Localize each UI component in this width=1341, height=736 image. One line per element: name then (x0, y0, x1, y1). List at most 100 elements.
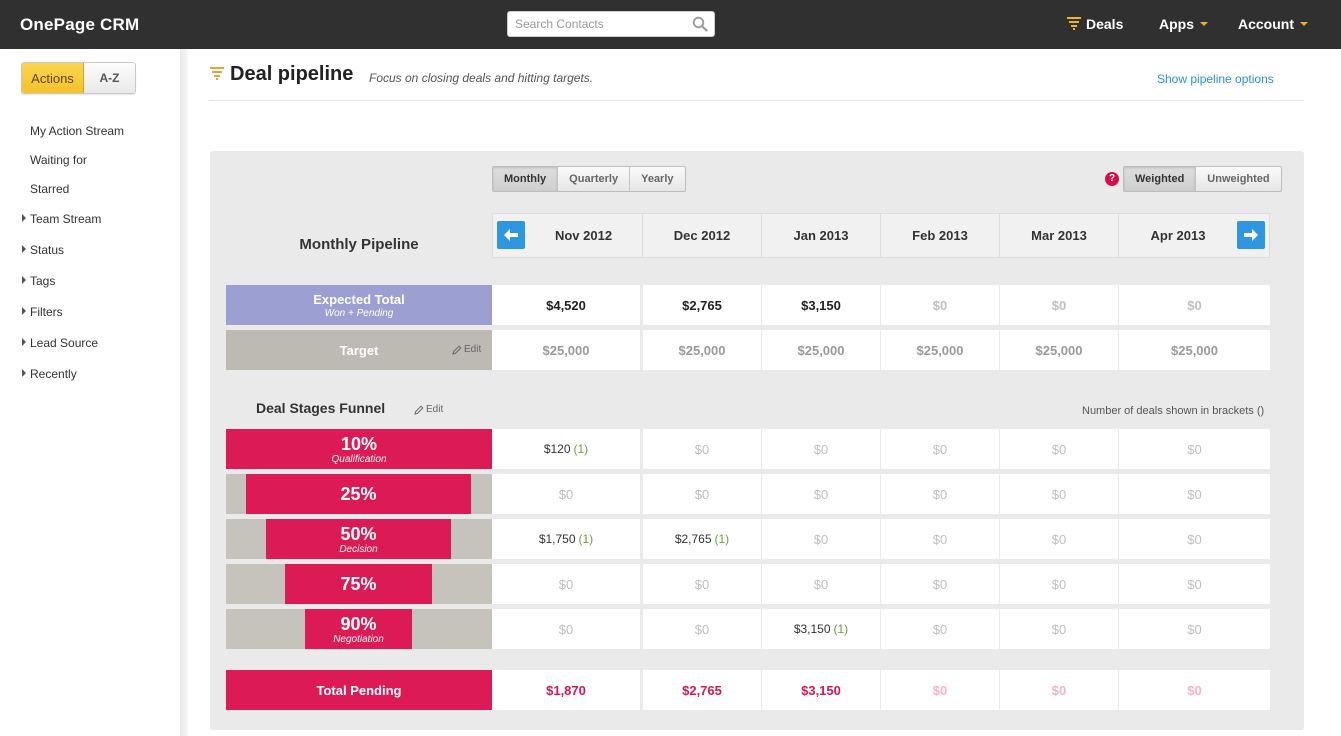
stage-bar[interactable]: 90% Negotiation (305, 609, 412, 649)
weighted-button[interactable]: Weighted (1124, 167, 1197, 191)
stage-cell-count: (1) (573, 442, 589, 456)
stage-cell: $0 (1000, 609, 1118, 649)
stage-cell[interactable]: $1,750 (1) (492, 519, 640, 559)
period-monthly-button[interactable]: Monthly (493, 167, 559, 191)
pencil-icon (414, 404, 424, 415)
stage-bar[interactable]: 10% Qualification (226, 429, 492, 469)
stage-cell: $0 (881, 474, 999, 514)
funnel-edit-link[interactable]: Edit (414, 404, 443, 415)
nav-account[interactable]: Account (1238, 16, 1308, 32)
stage-bar[interactable]: 50% Decision (266, 519, 451, 559)
stage-cell-count: (1) (578, 532, 594, 546)
total-pending-cell: $0 (881, 670, 999, 710)
show-pipeline-options-link[interactable]: Show pipeline options (1157, 72, 1274, 86)
unweighted-button[interactable]: Unweighted (1207, 173, 1270, 185)
stage-percent: 90% (340, 613, 377, 634)
chevron-down-icon (1300, 22, 1308, 27)
page-subtitle: Focus on closing deals and hitting targe… (369, 71, 594, 85)
stage-cell: $0 (1119, 429, 1270, 469)
toggle-actions-button[interactable]: Actions (22, 63, 84, 93)
view-toggle: Actions A-Z (21, 62, 136, 94)
stage-cell: $0 (492, 564, 640, 604)
total-pending-cell: $3,150 (762, 670, 880, 710)
period-yearly-button[interactable]: Yearly (641, 173, 674, 185)
sidebar-item-my-action-stream[interactable]: My Action Stream (30, 124, 125, 138)
search-input[interactable] (508, 12, 688, 36)
help-icon[interactable]: ? (1105, 172, 1119, 186)
sidebar-item-waiting-for[interactable]: Waiting for (30, 153, 87, 167)
stage-cell: $0 (643, 474, 761, 514)
stage-bar[interactable]: 75% (285, 564, 432, 604)
expected-total-cell: $2,765 (643, 285, 761, 325)
funnel-edit-label: Edit (426, 404, 444, 415)
stage-cell: $0 (881, 519, 999, 559)
next-month-button[interactable] (1237, 221, 1265, 249)
stage-cell[interactable]: $3,150 (1) (762, 609, 880, 649)
sidebar-group-tags[interactable]: Tags (30, 274, 56, 288)
stage-cell: $0 (643, 429, 761, 469)
total-pending-cell: $0 (1000, 670, 1118, 710)
stage-row-50: 50% Decision (226, 519, 492, 559)
nav-account-label: Account (1238, 16, 1294, 32)
month-label: Jan 2013 (793, 228, 849, 243)
stage-cell: $0 (762, 564, 880, 604)
expected-total-subtitle: Won + Pending (324, 307, 394, 319)
stage-cell: $0 (1000, 429, 1118, 469)
stage-row-90: 90% Negotiation (226, 609, 492, 649)
expected-total-cell: $0 (881, 285, 999, 325)
sidebar-group-filters[interactable]: Filters (30, 305, 63, 319)
sidebar-divider (180, 49, 188, 736)
expand-arrow-icon (22, 338, 26, 346)
period-quarterly-button[interactable]: Quarterly (558, 167, 631, 191)
expected-total-value: $4,520 (546, 297, 586, 313)
month-label: Dec 2012 (673, 228, 731, 243)
target-edit-label: Edit (464, 344, 482, 355)
expand-arrow-icon (22, 245, 26, 253)
target-edit-link[interactable]: Edit (452, 344, 481, 355)
stage-cell: $0 (1119, 519, 1270, 559)
app-logo[interactable]: OnePage CRM (20, 15, 140, 34)
stage-cell: $0 (1119, 474, 1270, 514)
month-header: Nov 2012 Dec 2012 Jan 2013 Feb 2013 Mar … (492, 213, 1270, 258)
target-cell[interactable]: $25,000 (1000, 330, 1118, 370)
month-label: Mar 2013 (1031, 228, 1087, 243)
sidebar-group-lead-source[interactable]: Lead Source (30, 336, 99, 350)
stage-cell[interactable]: $120 (1) (492, 429, 640, 469)
stage-percent: 75% (340, 574, 377, 594)
stage-cell-count: (1) (833, 622, 849, 636)
sidebar-item-starred[interactable]: Starred (30, 182, 70, 196)
expected-total-cell: $3,150 (762, 285, 880, 325)
stage-cell[interactable]: $2,765 (1) (643, 519, 761, 559)
stage-bar[interactable]: 25% (246, 474, 471, 514)
sidebar-group-team-stream[interactable]: Team Stream (30, 212, 102, 226)
arrow-left-icon (504, 229, 518, 241)
page-title: Deal pipeline (230, 63, 354, 85)
nav-apps[interactable]: Apps (1159, 16, 1208, 32)
month-header-cell: Jan 2013 (762, 214, 881, 257)
nav-deals[interactable]: Deals (1086, 16, 1124, 32)
target-cell[interactable]: $25,000 (762, 330, 880, 370)
stage-cell: $0 (1119, 564, 1270, 604)
expected-total-cell: $0 (1119, 285, 1270, 325)
month-header-cell: Mar 2013 (1000, 214, 1119, 257)
total-pending-cell: $0 (1119, 670, 1270, 710)
target-cell[interactable]: $25,000 (881, 330, 999, 370)
expand-arrow-icon (22, 214, 26, 222)
target-cell[interactable]: $25,000 (1119, 330, 1270, 370)
total-pending-label: Total Pending (226, 670, 492, 710)
search-box[interactable] (507, 11, 715, 37)
month-header-cell: Dec 2012 (643, 214, 762, 257)
sidebar-group-recently[interactable]: Recently (30, 367, 77, 381)
prev-month-button[interactable] (497, 221, 525, 249)
search-icon[interactable] (692, 16, 708, 32)
month-label: Apr 2013 (1150, 228, 1206, 243)
total-pending-cell: $1,870 (492, 670, 640, 710)
target-cell[interactable]: $25,000 (492, 330, 640, 370)
stage-row-75: 75% (226, 564, 492, 604)
sidebar-group-status[interactable]: Status (30, 243, 65, 257)
monthly-pipeline-label: Monthly Pipeline (299, 236, 419, 253)
stage-cell: $0 (881, 609, 999, 649)
toggle-az-button[interactable]: A-Z (84, 63, 135, 93)
stage-cell-count: (1) (714, 532, 730, 546)
target-cell[interactable]: $25,000 (643, 330, 761, 370)
